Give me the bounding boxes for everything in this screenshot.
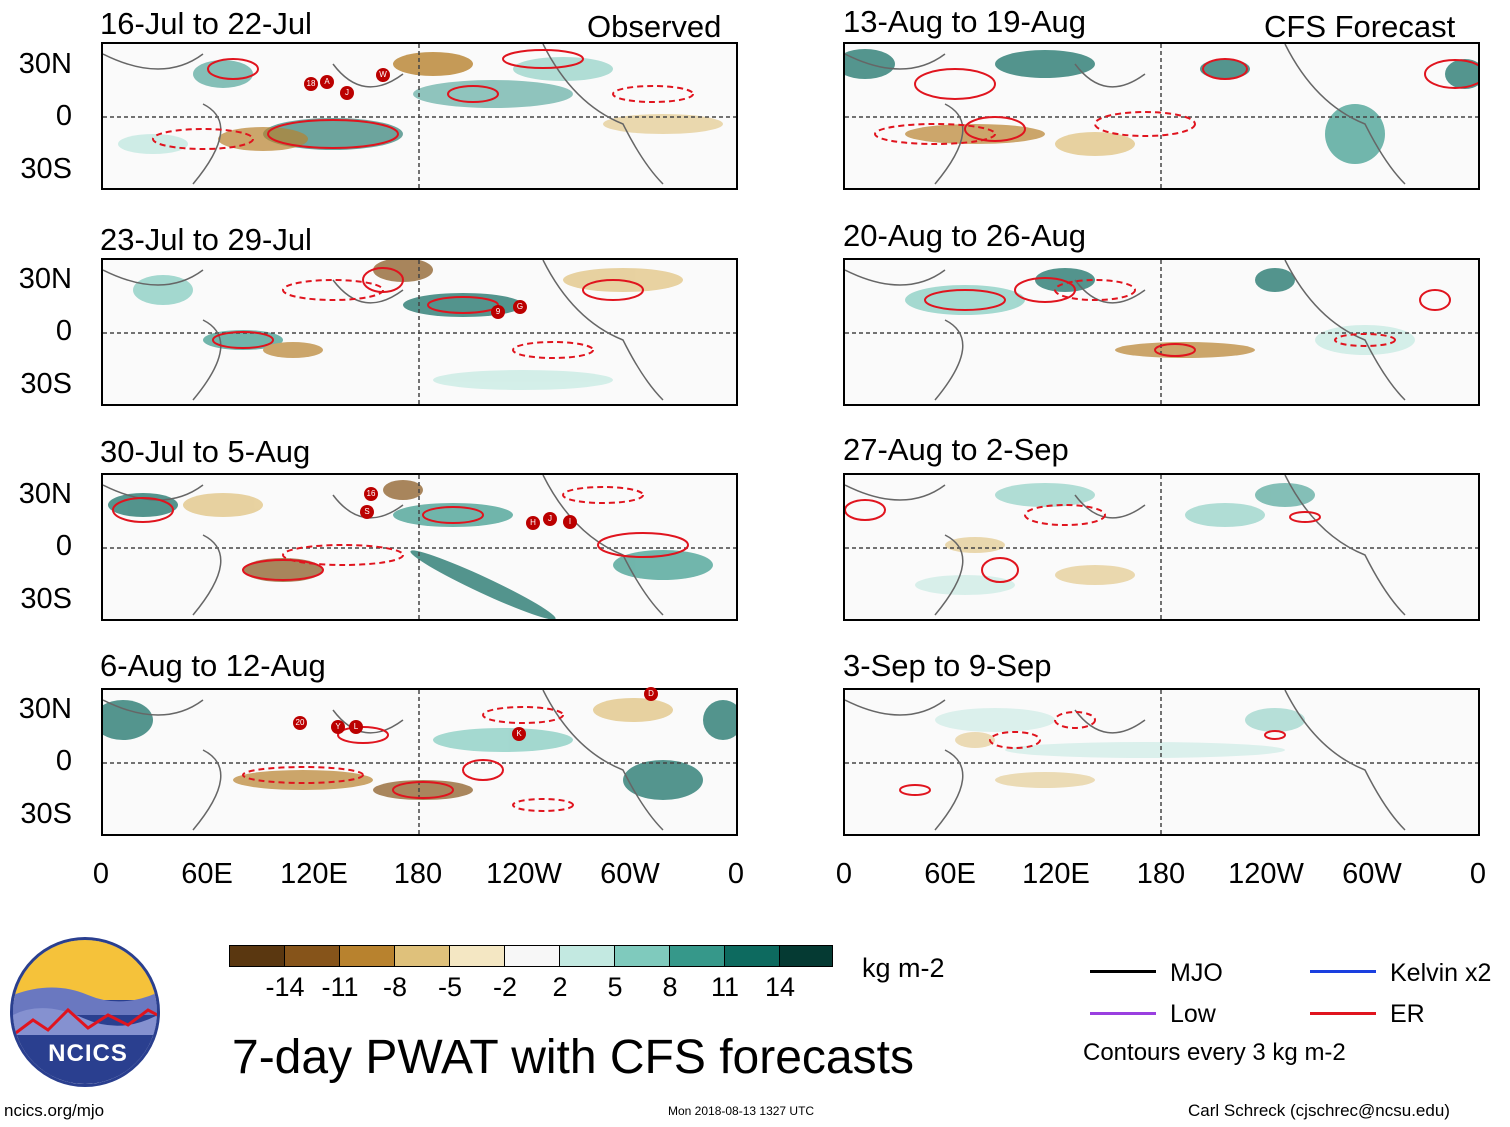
- colorbar-swatch: [559, 945, 615, 967]
- lon-label: 120E: [1022, 858, 1090, 890]
- storm-marker: I: [563, 515, 577, 529]
- colorbar-swatch: [229, 945, 285, 967]
- map-panel-fc-1: [843, 42, 1480, 190]
- colorbar-swatch: [394, 945, 450, 967]
- storm-marker: H: [526, 516, 540, 530]
- map-panel-fc-3: [843, 473, 1480, 621]
- colorbar-swatch: [449, 945, 505, 967]
- lon-label: 180: [393, 858, 443, 890]
- colorbar-swatch: [504, 945, 560, 967]
- lat-label-0: 0: [55, 530, 72, 562]
- colorbar-swatch: [724, 945, 780, 967]
- legend-line-er: [1310, 1012, 1376, 1015]
- colorbar-tick: -11: [321, 972, 359, 1002]
- panel-title-obs-1: 16-Jul to 22-Jul: [100, 6, 312, 41]
- lat-label-30s: 30S: [20, 583, 72, 615]
- map-panel-obs-3: [101, 473, 738, 621]
- map-panel-obs-1: [101, 42, 738, 190]
- colorbar-swatch: [779, 945, 833, 967]
- forecast-label: CFS Forecast: [1264, 9, 1456, 44]
- map-panel-fc-2: [843, 258, 1480, 406]
- lat-label-30s: 30S: [20, 368, 72, 400]
- colorbar-tick: -14: [265, 972, 305, 1002]
- storm-marker: J: [543, 512, 557, 526]
- storm-marker: K: [512, 727, 526, 741]
- storm-marker: J: [340, 86, 354, 100]
- storm-marker: 9: [491, 305, 505, 319]
- page-title: 7-day PWAT with CFS forecasts: [232, 1031, 914, 1084]
- lat-label-0: 0: [55, 100, 72, 132]
- lon-label: 120W: [1228, 858, 1304, 890]
- lon-label: 0: [835, 858, 853, 890]
- lon-label: 0: [727, 858, 745, 890]
- lon-label: 60E: [181, 858, 233, 890]
- storm-marker: A: [320, 75, 334, 89]
- pwat-anomaly-shading: [118, 52, 723, 154]
- storm-marker: 20: [293, 716, 307, 730]
- ncics-logo: NCICS: [10, 937, 160, 1087]
- colorbar-tick: 5: [607, 972, 623, 1002]
- legend-label-mjo: MJO: [1170, 959, 1223, 987]
- storm-marker: G: [513, 300, 527, 314]
- lat-label-30s: 30S: [20, 798, 72, 830]
- legend-note: Contours every 3 kg m-2: [1083, 1039, 1346, 1066]
- lat-label-30n: 30N: [18, 693, 72, 725]
- colorbar-units: kg m-2: [862, 953, 945, 983]
- legend-label-kelvin: Kelvin x2: [1390, 959, 1492, 987]
- colorbar-swatch: [284, 945, 340, 967]
- panel-title-obs-4: 6-Aug to 12-Aug: [100, 648, 326, 683]
- storm-marker: D: [644, 687, 658, 701]
- colorbar-tick: 11: [710, 972, 740, 1002]
- storm-marker: S: [360, 505, 374, 519]
- lon-label: 120E: [280, 858, 348, 890]
- panel-title-obs-2: 23-Jul to 29-Jul: [100, 222, 312, 257]
- observed-label: Observed: [587, 9, 722, 44]
- colorbar-tick: 14: [764, 972, 796, 1002]
- storm-marker: W: [376, 68, 390, 82]
- legend-label-low: Low: [1170, 1000, 1216, 1028]
- lon-label: 60W: [1342, 858, 1402, 890]
- lon-label: 60W: [600, 858, 660, 890]
- colorbar-tick: 2: [552, 972, 568, 1002]
- lat-label-30s: 30S: [20, 153, 72, 185]
- storm-marker: 18: [304, 77, 318, 91]
- lat-label-0: 0: [55, 315, 72, 347]
- footer-url: ncics.org/mjo: [4, 1101, 105, 1120]
- lat-label-30n: 30N: [18, 48, 72, 80]
- logo-text: NCICS: [48, 1040, 128, 1067]
- colorbar-tick: 8: [662, 972, 678, 1002]
- storm-marker: Y: [331, 720, 345, 734]
- colorbar-swatch: [614, 945, 670, 967]
- lon-label: 0: [1469, 858, 1487, 890]
- lat-label-0: 0: [55, 745, 72, 777]
- colorbar-swatch: [669, 945, 725, 967]
- panel-title-fc-2: 20-Aug to 26-Aug: [843, 218, 1087, 253]
- storm-marker: L: [349, 720, 363, 734]
- legend-line-low: [1090, 1012, 1156, 1015]
- colorbar-swatch: [339, 945, 395, 967]
- panel-title-fc-4: 3-Sep to 9-Sep: [843, 648, 1052, 683]
- lon-label: 180: [1136, 858, 1186, 890]
- legend-line-mjo: [1090, 970, 1156, 973]
- lon-label: 120W: [486, 858, 562, 890]
- lon-label: 60E: [924, 858, 976, 890]
- legend-label-er: ER: [1390, 1000, 1425, 1028]
- colorbar-tick: -5: [437, 972, 462, 1002]
- lat-label-30n: 30N: [18, 478, 72, 510]
- footer-credit: Carl Schreck (cjschrec@ncsu.edu): [1188, 1101, 1450, 1120]
- panel-title-fc-1: 13-Aug to 19-Aug: [843, 4, 1087, 39]
- footer-timestamp: Mon 2018-08-13 1327 UTC: [668, 1104, 815, 1118]
- storm-marker: 16: [364, 487, 378, 501]
- lat-label-30n: 30N: [18, 263, 72, 295]
- colorbar-tick: -8: [382, 972, 407, 1002]
- map-panel-fc-4: [843, 688, 1480, 836]
- map-panel-obs-4: [101, 688, 738, 836]
- colorbar-tick: -2: [492, 972, 517, 1002]
- map-panel-obs-2: [101, 258, 738, 406]
- panel-title-obs-3: 30-Jul to 5-Aug: [100, 434, 311, 469]
- lon-label: 0: [92, 858, 110, 890]
- panel-title-fc-3: 27-Aug to 2-Sep: [843, 432, 1069, 467]
- legend-line-kelvin: [1310, 970, 1376, 973]
